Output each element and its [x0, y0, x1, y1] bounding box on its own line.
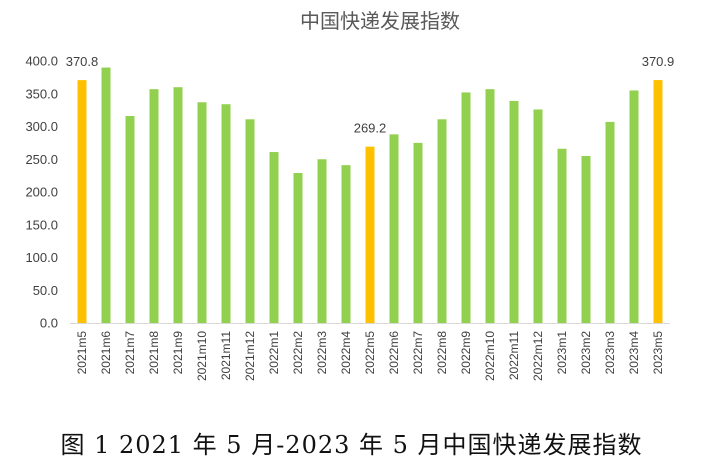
- y-axis: 0.0 50.0 100.0 150.0 200.0 250.0 300.0 350.0 400…: [25, 54, 58, 331]
- bar: [629, 90, 639, 323]
- bar: [581, 155, 591, 323]
- y-tick-label: 200.0: [25, 185, 58, 200]
- bar: [221, 104, 231, 323]
- y-tick-label: 100.0: [25, 250, 58, 265]
- x-tick-label: 2023m5: [651, 331, 665, 375]
- x-tick-label: 2021m12: [243, 331, 257, 381]
- x-tick-label: 2022m6: [387, 331, 401, 375]
- bar: [149, 89, 159, 323]
- bar-highlight: [653, 80, 663, 323]
- x-tick-label: 2021m7: [123, 331, 137, 375]
- data-labels: 370.8 269.2 370.9: [66, 54, 675, 136]
- bar: [101, 67, 111, 323]
- y-tick-label: 50.0: [33, 283, 58, 298]
- bar: [125, 116, 135, 324]
- bar: [293, 173, 303, 323]
- x-tick-label: 2023m2: [579, 331, 593, 375]
- bar: [389, 134, 399, 323]
- bar: [605, 121, 615, 323]
- bar: [173, 87, 183, 323]
- x-tick-label: 2021m6: [99, 331, 113, 375]
- figure-caption: 图 1 2021 年 5 月-2023 年 5 月中国快递发展指数: [60, 431, 643, 459]
- y-tick-label: 250.0: [25, 152, 58, 167]
- bar: [485, 89, 495, 323]
- bar-series: [77, 67, 663, 324]
- x-tick-label: 2021m11: [219, 331, 233, 380]
- bar-highlight: [365, 146, 375, 323]
- x-tick-label: 2023m3: [603, 331, 617, 375]
- x-axis: 2021m5 2021m6 2021m7 2021m8 2021m9 2021m10 202…: [70, 323, 670, 381]
- bar: [461, 92, 471, 323]
- x-tick-label: 2022m3: [315, 331, 329, 375]
- x-tick-label: 2022m2: [291, 331, 305, 375]
- bar: [509, 100, 519, 323]
- x-tick-label: 2022m7: [411, 331, 425, 375]
- bar: [341, 165, 351, 323]
- x-tick-label: 2023m4: [627, 331, 641, 375]
- x-tick-label: 2022m5: [363, 331, 377, 375]
- chart-title: 中国快递发展指数: [300, 9, 460, 33]
- bar: [413, 142, 423, 323]
- data-label: 370.9: [642, 54, 675, 69]
- bar: [197, 102, 207, 323]
- bar: [557, 148, 567, 323]
- bar: [269, 152, 279, 323]
- y-tick-label: 0.0: [40, 316, 58, 331]
- data-label: 370.8: [66, 54, 99, 69]
- x-tick-label: 2022m8: [435, 331, 449, 375]
- x-tick-label: 2021m8: [147, 331, 161, 375]
- y-tick-label: 350.0: [25, 86, 58, 101]
- x-tick-label: 2022m4: [339, 331, 353, 375]
- x-tick-label: 2023m1: [555, 331, 569, 375]
- bar-highlight: [77, 80, 87, 323]
- x-tick-label: 2022m12: [531, 331, 545, 381]
- data-label: 269.2: [354, 121, 387, 136]
- x-tick-label: 2022m10: [483, 331, 497, 381]
- y-tick-label: 300.0: [25, 119, 58, 134]
- x-tick-label: 2021m9: [171, 331, 185, 375]
- x-tick-label: 2022m9: [459, 331, 473, 375]
- bar: [317, 159, 327, 323]
- y-tick-label: 150.0: [25, 217, 58, 232]
- x-tick-label: 2022m11: [507, 331, 521, 380]
- bar: [533, 109, 543, 323]
- bar: [437, 119, 447, 323]
- bar-chart: 中国快递发展指数 0.0 50.0 100.0 150.0 200.0 250.0 300.…: [25, 9, 675, 381]
- bar: [245, 119, 255, 323]
- x-tick-label: 2021m10: [195, 331, 209, 381]
- x-tick-label: 2022m1: [267, 331, 281, 375]
- x-tick-label: 2021m5: [75, 331, 89, 375]
- y-tick-label: 400.0: [25, 54, 58, 69]
